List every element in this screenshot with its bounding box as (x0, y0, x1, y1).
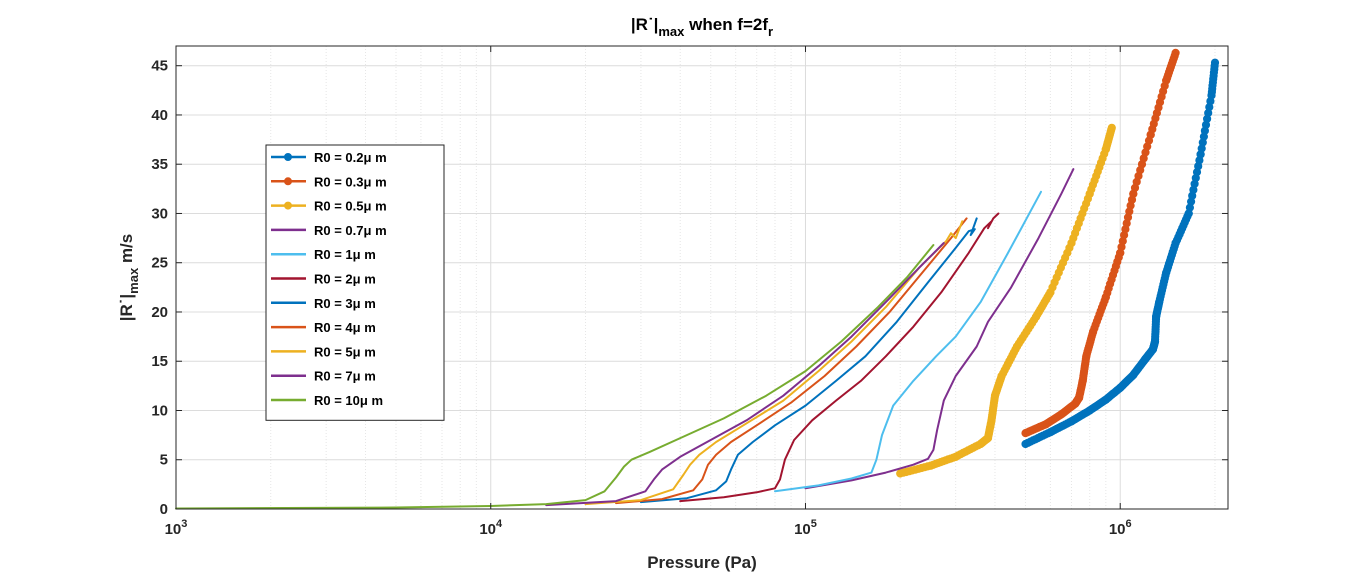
legend-label: R0 = 2μ m (314, 272, 376, 287)
data-point (1107, 275, 1116, 284)
x-tick-label: 105 (794, 518, 817, 538)
legend-label: R0 = 5μ m (314, 344, 376, 359)
data-point (1093, 167, 1102, 176)
plot-area-frame (175, 45, 1229, 510)
data-point (1210, 61, 1219, 71)
data-point (1103, 288, 1112, 297)
legend-entry: R0 = 10μ m (271, 393, 383, 408)
x-tick-label: 106 (1109, 518, 1132, 538)
data-point (1110, 266, 1119, 275)
data-point (1108, 270, 1118, 280)
legend-label: R0 = 0.2μ m (314, 150, 387, 165)
legend-marker (284, 201, 292, 210)
data-point (1106, 279, 1115, 288)
legend-label: R0 = 1μ m (314, 247, 376, 262)
legend-label: R0 = 0.5μ m (314, 199, 387, 214)
legend-entry: R0 = 0.2μ m (271, 150, 387, 165)
series-6 (679, 212, 1000, 503)
data-point (1087, 185, 1096, 194)
legend-entry: R0 = 4μ m (271, 320, 376, 335)
legend: R0 = 0.2μ m R0 = 0.3μ m R0 = 0.5μ m R0 = 0.… (265, 144, 445, 421)
series-layer (175, 48, 1220, 510)
legend-entry: R0 = 5μ m (271, 344, 376, 359)
data-point (1085, 189, 1094, 198)
legend-entry: R0 = 3μ m (271, 296, 376, 311)
data-point (1098, 154, 1107, 163)
legend-entry: R0 = 2μ m (271, 272, 376, 287)
data-point (1092, 171, 1101, 181)
legend-label: R0 = 0.3μ m (314, 174, 387, 189)
legend-entry: R0 = 7μ m (271, 369, 376, 384)
series-line (175, 244, 935, 510)
data-point (1096, 158, 1106, 167)
series-11 (175, 244, 935, 510)
data-point (1114, 253, 1123, 262)
data-point (1101, 293, 1110, 302)
series-line (639, 217, 978, 504)
data-point (1088, 180, 1098, 189)
series-3 (896, 123, 1116, 478)
y-tick-label: 35 (151, 156, 168, 173)
legend-label: R0 = 0.7μ m (314, 223, 387, 238)
data-point (1104, 284, 1113, 293)
legend-entry: R0 = 1μ m (271, 247, 376, 262)
series-line (774, 190, 1042, 493)
x-axis-label: Pressure (Pa) (647, 553, 757, 572)
y-tick-label: 45 (151, 58, 168, 75)
series-line (679, 212, 1000, 503)
series-8 (615, 217, 968, 505)
y-tick-label: 15 (151, 353, 168, 370)
y-tick-label: 40 (151, 107, 168, 124)
y-tick-label: 5 (160, 452, 168, 469)
chart-title: |R˙|max when f=2fr (631, 15, 773, 39)
series-line (804, 168, 1075, 490)
legend-marker (284, 177, 292, 186)
series-line (584, 220, 964, 506)
y-tick-label: 10 (151, 402, 168, 419)
legend-label: R0 = 10μ m (314, 393, 383, 408)
legend-marker (284, 153, 292, 161)
y-tick-label: 30 (151, 205, 168, 222)
data-point (1107, 123, 1116, 132)
series-4 (804, 168, 1075, 490)
y-tick-label: 20 (151, 304, 168, 321)
legend-entry: R0 = 0.7μ m (271, 223, 387, 238)
data-point (1171, 48, 1180, 58)
legend-label: R0 = 3μ m (314, 296, 376, 311)
series-10 (545, 242, 945, 507)
series-2 (1021, 48, 1180, 438)
data-point (1210, 58, 1220, 67)
series-1 (1021, 58, 1220, 449)
data-point (1113, 257, 1122, 266)
series-5 (774, 190, 1042, 493)
y-axis-label: |R˙|max m/s (117, 234, 141, 322)
data-point (1090, 176, 1099, 185)
legend-box (265, 144, 445, 421)
y-tick-label: 25 (151, 255, 168, 272)
legend-label: R0 = 7μ m (314, 369, 376, 384)
series-line (615, 217, 968, 505)
axis-ticks: 0 5 10 15 20 25 30 35 40 45 103 104 105 106 (151, 46, 1228, 538)
y-tick-label: 0 (160, 501, 168, 518)
series-7 (639, 217, 978, 504)
legend-label: R0 = 4μ m (314, 320, 376, 335)
series-9 (584, 220, 964, 506)
legend-entry: R0 = 0.5μ m (271, 199, 387, 214)
x-tick-label: 104 (479, 518, 503, 538)
series-line (545, 242, 945, 507)
data-point (1095, 163, 1104, 172)
data-point (1111, 262, 1121, 271)
legend-entry: R0 = 0.3μ m (271, 174, 387, 189)
x-tick-label: 103 (165, 518, 188, 538)
